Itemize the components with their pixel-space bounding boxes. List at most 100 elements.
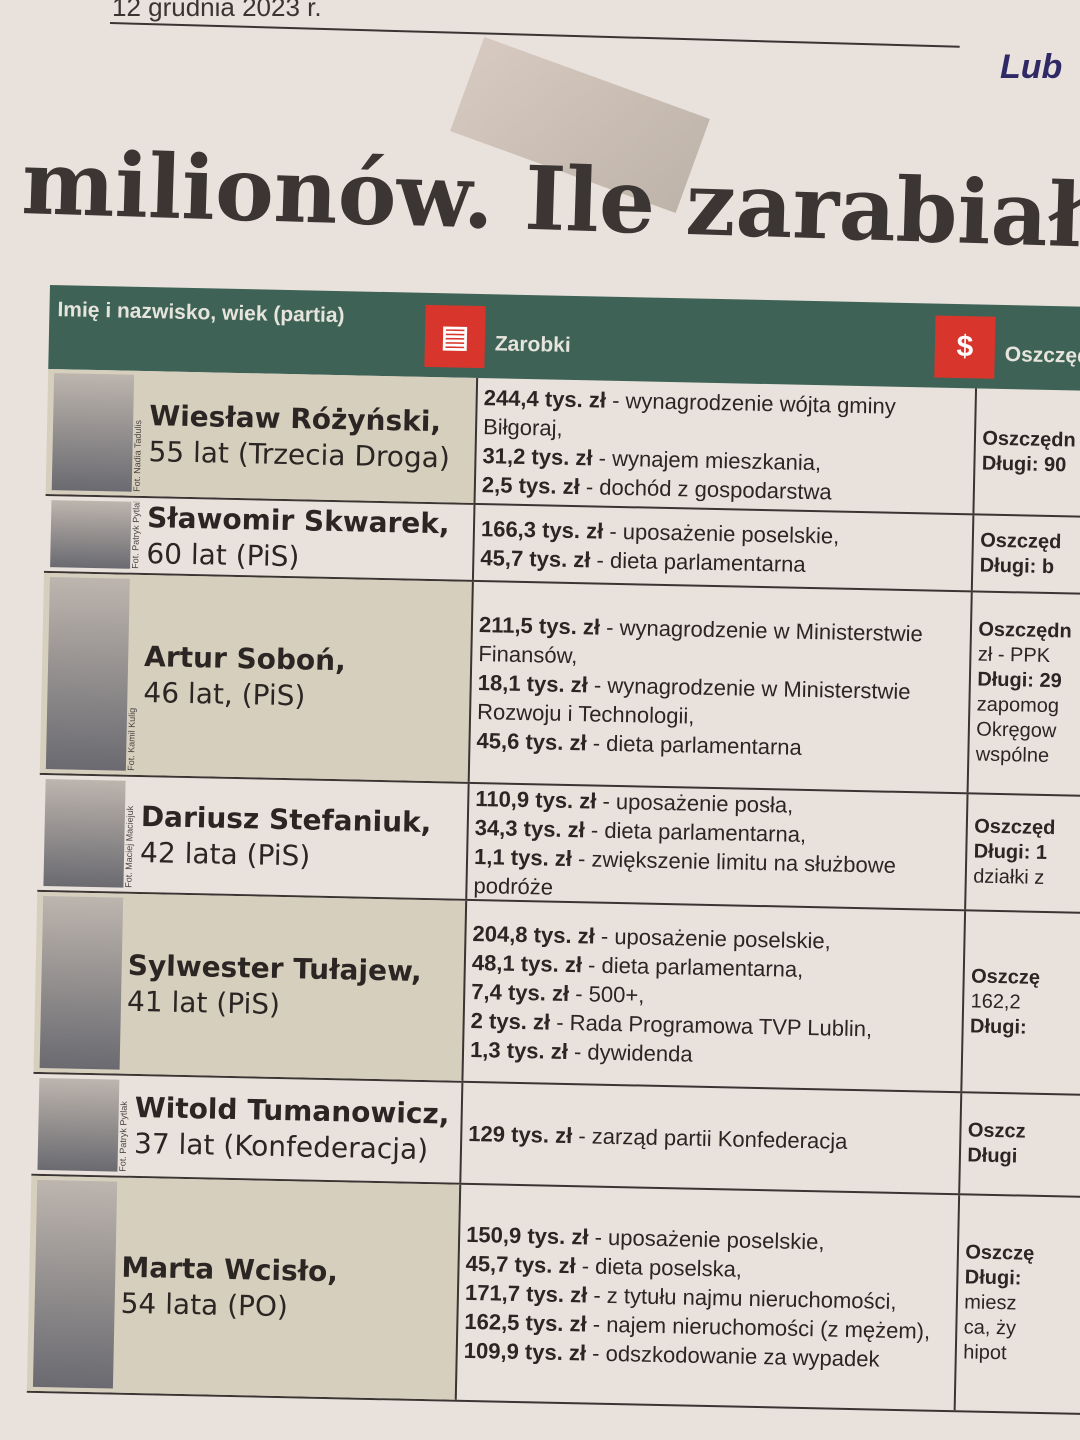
- savings-line: Oszczęd: [980, 529, 1062, 553]
- earning-description: - Rada Programowa TVP Lublin,: [549, 1009, 873, 1041]
- earning-amount: 109,9 tys. zł: [463, 1337, 587, 1366]
- earnings-cell: 129 tys. zł - zarząd partii Konfederacja: [461, 1082, 963, 1194]
- savings-line: Długi: [967, 1144, 1018, 1168]
- savings-line: Oszczędn: [978, 618, 1072, 643]
- earnings-cell: 244,4 tys. zł - wynagrodzenie wójta gmin…: [475, 377, 978, 514]
- portrait-photo: [32, 1179, 118, 1389]
- person-details: 54 lata (PO): [120, 1286, 289, 1323]
- person-name: Artur Soboń,: [143, 640, 347, 678]
- earning-item: 1,1 tys. zł - zwiększenie limitu na służ…: [473, 842, 959, 910]
- person-details: 55 lat (Trzecia Droga): [148, 434, 451, 474]
- savings-cell: Oszczęd Długi: 1 działki z: [967, 794, 1080, 912]
- earning-description: - dochód z gospodarstwa: [579, 473, 832, 504]
- earning-amount: 2 tys. zł: [470, 1007, 551, 1035]
- name-cell: Fot. Nadia Tadulis Wiesław Różyński, 55 l…: [45, 368, 479, 503]
- savings-line: Oszcz: [967, 1119, 1026, 1143]
- savings-cell: Oszczęd Długi: b: [973, 515, 1080, 593]
- newspaper-icon: ▤: [424, 304, 486, 369]
- savings-cell: Oszcz Długi: [961, 1093, 1080, 1196]
- earnings-cell: 211,5 tys. zł - wynagrodzenie w Minister…: [469, 581, 974, 793]
- person-name: Dariusz Stefaniuk,: [140, 799, 432, 839]
- portrait-photo: [50, 500, 132, 569]
- savings-line: Długi: 1: [973, 840, 1048, 865]
- earning-amount: 48,1 tys. zł: [471, 949, 583, 977]
- photo-credit: Fot. Patryk Pytlak: [130, 501, 142, 569]
- earning-amount: 211,5 tys. zł: [478, 611, 601, 640]
- earning-item: 244,4 tys. zł - wynagrodzenie wójta gmin…: [483, 383, 969, 451]
- issue-date: 12 grudnia 2023 r.: [112, 0, 322, 22]
- earning-amount: 1,1 tys. zł: [473, 843, 573, 871]
- person-details: 60 lat (PiS): [146, 536, 300, 573]
- person-name: Sylwester Tułajew,: [127, 948, 423, 988]
- earning-description: - odszkodowanie za wypadek: [585, 1340, 880, 1372]
- person-details: 41 lat (PiS): [126, 984, 281, 1021]
- name-cell: Fot. Kamil Kulig Artur Soboń, 46 lat, (Pi…: [39, 572, 474, 782]
- earnings-cell: 166,3 tys. zł - uposażenie poselskie, 45,…: [473, 504, 975, 591]
- earning-description: - uposażenie posła,: [596, 788, 794, 818]
- earnings-cell: 150,9 tys. zł - uposażenie poselskie, 45,…: [456, 1184, 961, 1411]
- savings-cell: Oszczę Długi: miesz ca, ży hipot: [956, 1195, 1080, 1413]
- earning-amount: 166,3 tys. zł: [480, 515, 604, 544]
- earning-description: - uposażenie poselskie,: [588, 1224, 825, 1255]
- earning-amount: 45,6 tys. zł: [476, 727, 587, 755]
- earning-description: - 500+,: [568, 980, 645, 1008]
- savings-line: Długi: b: [979, 554, 1055, 578]
- earning-amount: 150,9 tys. zł: [465, 1221, 589, 1250]
- earning-item: 129 tys. zł - zarząd partii Konfederacja: [468, 1118, 954, 1157]
- table-row: Fot. Kamil Kulig Artur Soboń, 46 lat, (Pi…: [39, 572, 1080, 798]
- name-cell: Marta Wcisło, 54 lata (PO): [26, 1175, 462, 1400]
- earning-amount: 34,3 tys. zł: [474, 814, 586, 842]
- table-row: Fot. Nadia Tadulis Wiesław Różyński, 55 l…: [45, 368, 1080, 519]
- earnings-cell: 204,8 tys. zł - uposażenie poselskie, 48,…: [463, 900, 967, 1092]
- coins-icon: $: [934, 315, 996, 379]
- earning-item: 18,1 tys. zł - wynagrodzenie w Ministers…: [477, 668, 963, 736]
- name-cell: Fot. Patryk Pytlak Witold Tumanowicz, 37 …: [31, 1073, 464, 1183]
- savings-line: Długi: 90: [981, 452, 1067, 476]
- portrait-photo: [39, 895, 124, 1070]
- savings-line: ca, ży: [963, 1316, 1017, 1340]
- earning-amount: 31,2 tys. zł: [482, 442, 593, 470]
- savings-line: działki z: [972, 865, 1045, 889]
- earning-description: - dieta parlamentarna,: [584, 816, 807, 847]
- earning-amount: 45,7 tys. zł: [480, 544, 591, 572]
- name-cell: Fot. Maciej Maciejuk Dariusz Stefaniuk, 4…: [37, 774, 470, 899]
- person-details: 37 lat (Konfederacja): [133, 1126, 429, 1167]
- newspaper-brand: Lub: [1000, 48, 1063, 86]
- name-cell: Fot. Patryk Pytlak Sławomir Skwarek, 60 l…: [44, 495, 476, 580]
- table-row: Fot. Maciej Maciejuk Dariusz Stefaniuk, 4…: [37, 774, 1080, 915]
- photo-credit: Fot. Patryk Pytlak: [117, 1101, 129, 1172]
- earning-item: 211,5 tys. zł - wynagrodzenie w Minister…: [478, 610, 964, 678]
- header-name: Imię i nazwisko, wiek (partia): [57, 298, 345, 328]
- person-name: Sławomir Skwarek,: [146, 500, 450, 540]
- earning-description: - z tytułu najmu nieruchomości,: [587, 1282, 897, 1314]
- savings-cell: Oszczędn Długi: 90: [975, 388, 1080, 516]
- savings-line: Oszczę: [970, 964, 1041, 989]
- earning-amount: 204,8 tys. zł: [472, 920, 596, 949]
- headline: milionów. Ile zarabiał: [20, 130, 1080, 268]
- savings-line: miesz: [964, 1291, 1017, 1315]
- divider: [109, 22, 960, 48]
- savings-cell: Oszczędn zł - PPK Długi: 29 zapomog Okręgow w…: [969, 592, 1080, 795]
- savings-line: wspólne: [975, 743, 1050, 768]
- savings-line: Długi: 29: [977, 668, 1062, 693]
- earning-amount: 2,5 tys. zł: [481, 471, 581, 499]
- savings-line: hipot: [962, 1341, 1007, 1365]
- earning-description: - uposażenie poselskie,: [594, 923, 832, 953]
- savings-line: Okręgow: [976, 718, 1057, 743]
- savings-line: 162,2: [970, 989, 1021, 1013]
- earning-description: - dieta parlamentarna: [586, 729, 803, 760]
- portrait-photo: [51, 373, 135, 492]
- savings-cell: Oszczę 162,2 Długi:: [963, 911, 1080, 1094]
- person-name: Marta Wcisło,: [121, 1250, 339, 1288]
- portrait-photo: [43, 779, 126, 888]
- earning-amount: 7,4 tys. zł: [471, 978, 570, 1006]
- table-row: Marta Wcisło, 54 lata (PO) 150,9 tys. zł …: [26, 1175, 1080, 1415]
- portrait-photo: [45, 577, 130, 771]
- earning-amount: 18,1 tys. zł: [477, 669, 589, 697]
- earning-description: - dieta poselska,: [575, 1253, 743, 1282]
- earning-description: - wynajem mieszkania,: [592, 444, 822, 475]
- earnings-cell: 110,9 tys. zł - uposażenie posła, 34,3 ty…: [467, 783, 969, 910]
- savings-line: Oszczę: [965, 1241, 1035, 1265]
- earning-amount: 162,5 tys. zł: [464, 1308, 587, 1337]
- earning-amount: 1,3 tys. zł: [469, 1036, 569, 1064]
